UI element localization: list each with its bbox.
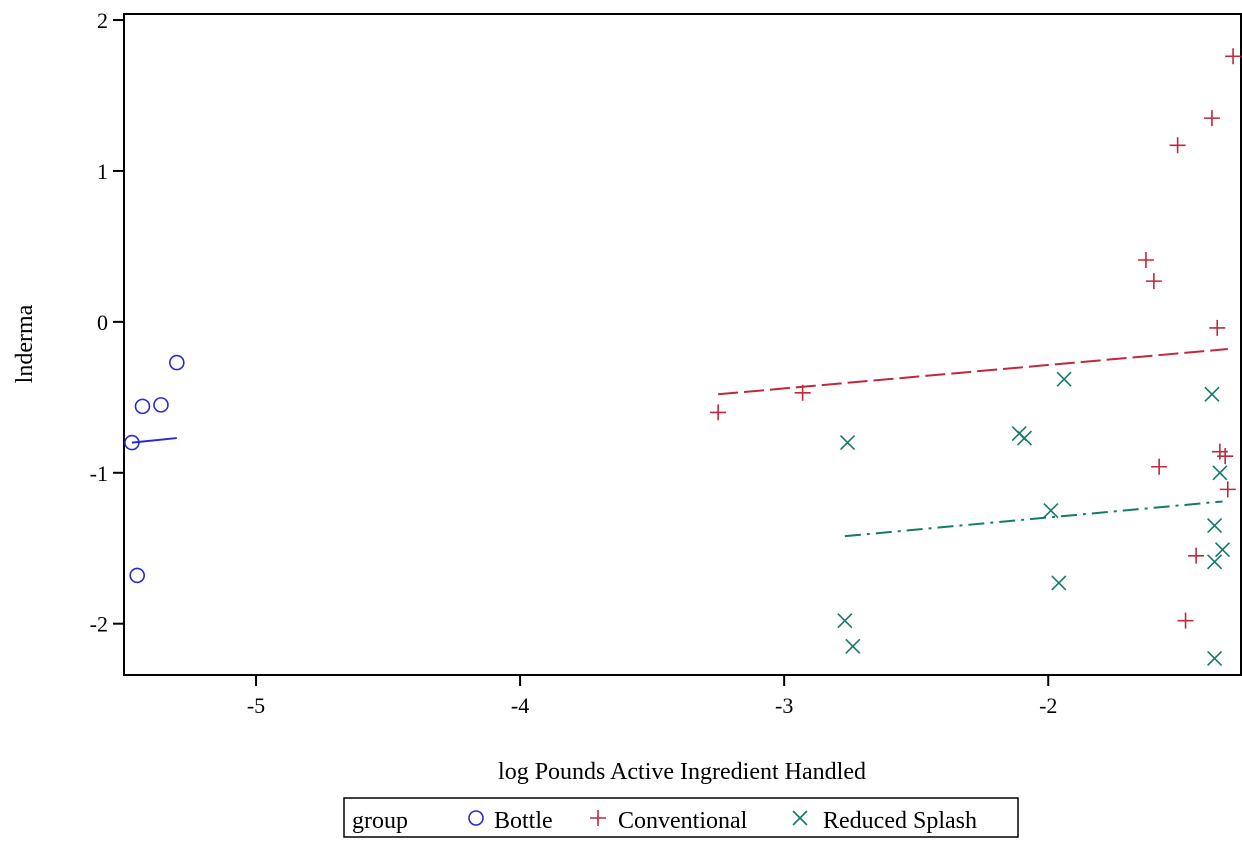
y-tick-label: 0	[97, 310, 108, 335]
point-conventional	[1169, 137, 1186, 154]
legend: group Bottle Conventional Reduced Splash	[343, 797, 1019, 838]
point-reduced-splash	[1207, 518, 1223, 534]
point-bottle	[129, 567, 146, 584]
point-reduced-splash	[1214, 542, 1231, 558]
point-bottle	[134, 398, 151, 415]
point-conventional	[1145, 273, 1162, 290]
x-tick-label: -4	[511, 693, 529, 718]
legend-label: Bottle	[494, 808, 553, 834]
point-reduced-splash	[1212, 465, 1228, 481]
point-conventional	[794, 384, 811, 401]
y-axis: -2 -1 0 1 2	[90, 8, 124, 637]
point-conventional	[710, 404, 727, 421]
legend-marker-conventional	[590, 810, 606, 826]
legend-title: group	[352, 808, 408, 834]
x-tick-label: -5	[247, 693, 265, 718]
point-conventional	[1225, 48, 1242, 65]
y-tick-label: 1	[97, 159, 108, 184]
point-conventional	[1219, 481, 1236, 498]
point-conventional	[1188, 547, 1205, 564]
point-reduced-splash	[1043, 502, 1059, 519]
legend-box	[343, 797, 1019, 838]
legend-marker-bottle	[468, 810, 484, 826]
point-reduced-splash	[1056, 371, 1072, 387]
point-reduced-splash	[837, 613, 853, 629]
plot-frame	[123, 13, 1242, 676]
legend-label: Reduced Splash	[823, 808, 977, 834]
x-axis: -5 -4 -3 -2	[247, 675, 1057, 718]
point-reduced-splash	[845, 638, 861, 654]
y-tick-label: -2	[90, 612, 108, 637]
point-conventional	[1203, 110, 1220, 127]
x-tick-label: -2	[1039, 693, 1057, 718]
point-bottle	[169, 354, 185, 371]
legend-label: Conventional	[618, 808, 748, 834]
point-bottle	[124, 434, 140, 451]
point-conventional	[1217, 448, 1234, 465]
point-reduced-splash	[839, 435, 856, 451]
point-reduced-splash	[1204, 386, 1220, 402]
y-axis-title: lnderma	[12, 304, 38, 383]
legend-marker-reduced-splash	[792, 810, 808, 826]
fit-line-reduced-splash	[844, 500, 1223, 538]
point-bottle	[153, 397, 169, 413]
fit-lines	[131, 348, 1228, 538]
y-tick-label: 2	[97, 8, 108, 33]
point-reduced-splash	[1016, 430, 1033, 446]
point-reduced-splash	[1207, 650, 1223, 666]
point-conventional	[1209, 319, 1226, 336]
point-conventional	[1137, 251, 1154, 268]
x-tick-label: -3	[775, 693, 793, 718]
x-axis-title: log Pounds Active Ingredient Handled	[498, 759, 866, 785]
point-reduced-splash	[1207, 554, 1223, 570]
data-points	[124, 48, 1242, 666]
y-tick-label: -1	[90, 461, 108, 486]
point-reduced-splash	[1051, 575, 1067, 591]
point-conventional	[1151, 458, 1168, 475]
fit-line-conventional	[718, 348, 1228, 396]
point-conventional	[1177, 612, 1194, 629]
